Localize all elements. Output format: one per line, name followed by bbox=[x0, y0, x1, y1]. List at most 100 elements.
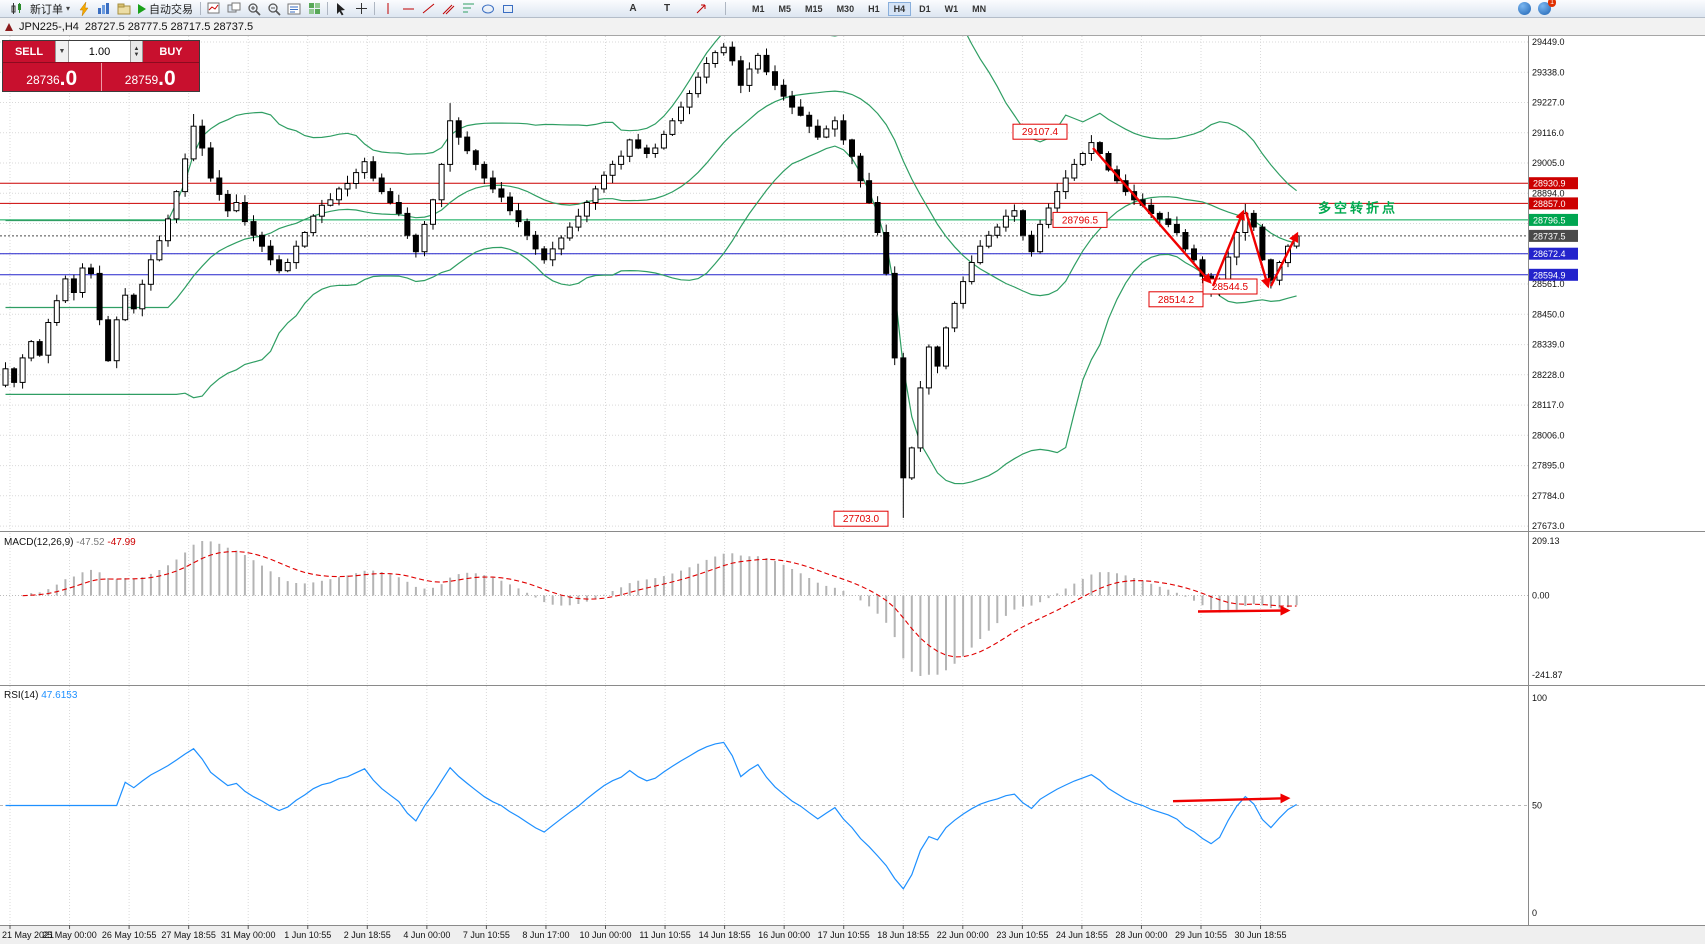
buy-button[interactable]: BUY bbox=[143, 41, 199, 62]
volume-dropdown-icon[interactable]: ▼ bbox=[55, 41, 69, 62]
candle bbox=[62, 278, 69, 302]
tf-mn[interactable]: MN bbox=[966, 2, 992, 16]
svg-text:28228.0: 28228.0 bbox=[1532, 370, 1565, 380]
note-text: 多空转折点 bbox=[1318, 201, 1398, 216]
svg-text:29338.0: 29338.0 bbox=[1532, 67, 1565, 77]
arrow-tool-icon[interactable] bbox=[691, 1, 711, 17]
fibonacci-tool-icon[interactable] bbox=[458, 1, 478, 17]
tf-m30[interactable]: M30 bbox=[831, 2, 861, 16]
candle bbox=[772, 71, 778, 86]
buy-price-button[interactable]: 28759.0 bbox=[101, 63, 199, 91]
candle bbox=[96, 272, 103, 321]
candle bbox=[532, 234, 539, 250]
candle bbox=[455, 120, 462, 138]
candle bbox=[806, 114, 813, 127]
svg-text:209.13: 209.13 bbox=[1532, 536, 1560, 546]
candle bbox=[575, 215, 582, 228]
community-icon[interactable] bbox=[1518, 2, 1531, 15]
candle bbox=[746, 68, 753, 86]
candle bbox=[122, 294, 129, 321]
tf-w1[interactable]: W1 bbox=[939, 2, 965, 16]
svg-text:30 Jun 18:55: 30 Jun 18:55 bbox=[1235, 930, 1287, 940]
ellipse-tool-icon[interactable] bbox=[478, 1, 498, 17]
candle bbox=[831, 120, 838, 130]
svg-text:10 Jun 00:00: 10 Jun 00:00 bbox=[579, 930, 631, 940]
profiles-icon[interactable] bbox=[114, 1, 134, 17]
sell-button[interactable]: SELL bbox=[3, 41, 55, 62]
tf-m15[interactable]: M15 bbox=[799, 2, 829, 16]
candle bbox=[541, 248, 548, 261]
candle bbox=[592, 188, 599, 203]
macd-signal-line bbox=[22, 550, 1297, 658]
new-chart-icon[interactable] bbox=[204, 1, 224, 17]
svg-text:29449.0: 29449.0 bbox=[1532, 37, 1565, 47]
svg-text:29005.0: 29005.0 bbox=[1532, 158, 1565, 168]
candle bbox=[353, 172, 360, 185]
trendline-tool-icon[interactable] bbox=[418, 1, 438, 17]
sell-price-button[interactable]: 28736.0 bbox=[3, 63, 102, 91]
candle bbox=[336, 188, 342, 201]
volume-spinner[interactable]: ▲ ▼ bbox=[130, 41, 143, 62]
tf-h4[interactable]: H4 bbox=[887, 1, 912, 16]
svg-text:28006.0: 28006.0 bbox=[1532, 430, 1565, 440]
candle bbox=[814, 125, 821, 138]
svg-text:28857.0: 28857.0 bbox=[1533, 199, 1566, 209]
zoom-out-icon[interactable] bbox=[264, 1, 284, 17]
svg-text:0: 0 bbox=[1532, 908, 1537, 918]
charts-icon[interactable] bbox=[94, 1, 114, 17]
timeframe-toolbar: M1 M5 M15 M30 H1 H4 D1 W1 MN bbox=[745, 1, 993, 16]
notifications-icon[interactable]: 1 bbox=[1538, 0, 1556, 15]
tf-m5[interactable]: M5 bbox=[773, 2, 798, 16]
tf-d1[interactable]: D1 bbox=[913, 2, 937, 16]
auto-trading-label: 自动交易 bbox=[149, 3, 194, 16]
channel-tool-icon[interactable] bbox=[438, 1, 458, 17]
candle bbox=[53, 300, 60, 324]
svg-text:28930.9: 28930.9 bbox=[1533, 179, 1566, 189]
candle bbox=[1002, 215, 1009, 228]
svg-text:27784.0: 27784.0 bbox=[1532, 491, 1565, 501]
tile-windows-icon[interactable] bbox=[304, 1, 324, 17]
candle bbox=[780, 84, 787, 97]
caret-down-icon: ▾ bbox=[66, 4, 71, 13]
svg-text:17 Jun 10:55: 17 Jun 10:55 bbox=[818, 930, 870, 940]
horizontal-line-tool-icon[interactable] bbox=[398, 1, 418, 17]
new-order-button[interactable]: 新订单 ▾ bbox=[3, 1, 74, 17]
candle bbox=[524, 221, 531, 236]
text-tool-icon[interactable]: A bbox=[629, 3, 637, 14]
crosshair-icon[interactable] bbox=[351, 1, 371, 17]
chart-canvas[interactable]: 209.13 0.00 -241.87 100 50 0 29449.0 29338.0 292… bbox=[0, 36, 1705, 944]
volume-input[interactable]: 1.00 bbox=[69, 41, 130, 62]
candle bbox=[558, 237, 565, 250]
candle bbox=[583, 202, 590, 217]
candle bbox=[601, 174, 607, 190]
candle bbox=[823, 128, 830, 138]
svg-text:1 Jun 10:55: 1 Jun 10:55 bbox=[284, 930, 331, 940]
candle bbox=[720, 46, 727, 54]
tf-m1[interactable]: M1 bbox=[746, 2, 771, 16]
zoom-in-icon[interactable] bbox=[244, 1, 264, 17]
candle bbox=[1011, 210, 1018, 217]
label-tool-icon[interactable]: T bbox=[663, 3, 671, 14]
candle bbox=[370, 161, 377, 179]
chart-list-icon[interactable] bbox=[284, 1, 304, 17]
svg-text:26 May 10:55: 26 May 10:55 bbox=[102, 930, 157, 940]
candle bbox=[917, 387, 924, 449]
tf-h1[interactable]: H1 bbox=[862, 2, 886, 16]
price-badge bbox=[1529, 213, 1578, 226]
window-cascade-icon[interactable] bbox=[224, 1, 244, 17]
vertical-line-tool-icon[interactable] bbox=[378, 1, 398, 17]
svg-text:28672.4: 28672.4 bbox=[1533, 249, 1566, 259]
candle bbox=[1020, 210, 1026, 236]
notification-badge: 1 bbox=[1548, 0, 1556, 7]
symbol-direction-icon bbox=[5, 22, 13, 31]
candle bbox=[139, 283, 146, 310]
candle bbox=[900, 357, 907, 479]
shapes-tool-icon[interactable] bbox=[498, 1, 518, 17]
one-click-icon[interactable] bbox=[74, 1, 94, 17]
cursor-icon[interactable] bbox=[331, 1, 351, 17]
auto-trading-button[interactable]: 自动交易 bbox=[134, 1, 197, 17]
candle bbox=[754, 54, 761, 70]
candle bbox=[1173, 223, 1180, 234]
candle bbox=[79, 267, 86, 293]
